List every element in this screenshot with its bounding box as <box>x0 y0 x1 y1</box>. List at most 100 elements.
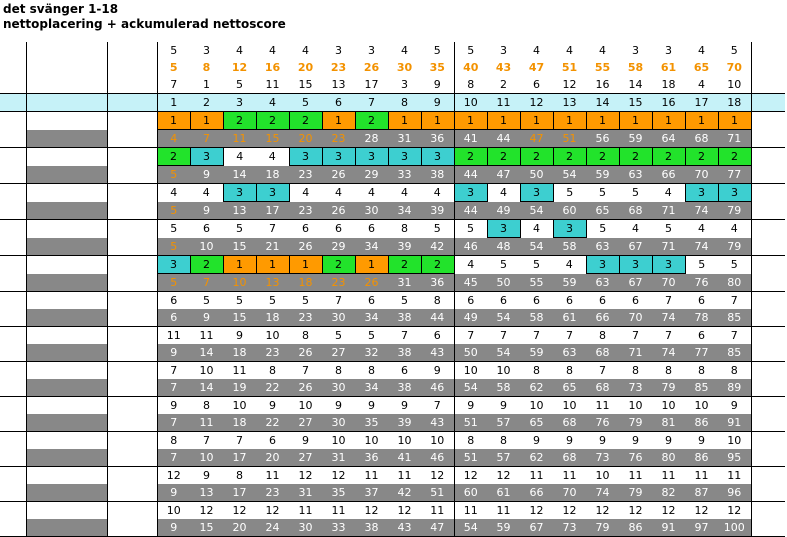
ackum-netto-cell: 13 <box>256 273 289 292</box>
ackum-netto-label <box>26 273 108 292</box>
player-slope <box>107 466 158 484</box>
par-value: 4 <box>599 44 606 57</box>
par-value: 3 <box>335 44 342 57</box>
ackum-netto-cell: 63 <box>553 344 586 362</box>
par-value: 4 <box>269 44 276 57</box>
placement-cell: 3 <box>288 147 323 166</box>
ackum-netto-cell: 42 <box>388 484 421 502</box>
ackum-netto-cell: 38 <box>421 165 454 184</box>
placement-cell: 12 <box>718 501 751 519</box>
par-value: 4 <box>236 44 243 57</box>
placement-cell: 5 <box>289 291 322 309</box>
placement-cell: 12 <box>586 501 619 519</box>
ackum-netto-cell: 19 <box>223 379 256 397</box>
placement-cell: 3 <box>156 255 191 274</box>
ackum-netto-cell: 54 <box>520 237 553 256</box>
placement-cell: 10 <box>619 396 652 414</box>
player-row: 8 7 7 6 9 10 10 10 10 8 8 9 9 9 9 9 9 10 <box>0 431 785 449</box>
placement-cell: 8 <box>388 219 421 238</box>
ackum-netto-cell: 30 <box>322 379 355 397</box>
placement-cell: 6 <box>553 291 586 309</box>
placement-cell: 10 <box>190 361 223 379</box>
placement-cell: 2 <box>387 255 422 274</box>
index-label <box>107 76 158 94</box>
placement-cell: 5 <box>520 255 553 274</box>
ackum-netto-cell: 28 <box>355 129 388 148</box>
ackum-netto-cell: 31 <box>388 273 421 292</box>
player-netto <box>750 396 785 414</box>
ackum-netto-cell: 5 <box>156 273 190 292</box>
ackum-netto-cell: 26 <box>355 273 388 292</box>
placement-cell: 2 <box>519 147 554 166</box>
ackum-netto-cell: 80 <box>718 273 751 292</box>
ackum-netto-cell: 70 <box>652 273 685 292</box>
player-netto <box>750 183 785 202</box>
ackum-netto-cell: 61 <box>487 484 520 502</box>
index-value: 8 <box>453 76 487 94</box>
ackum-netto-cell: 91 <box>718 414 751 432</box>
ackum-netto-cell: 71 <box>652 201 685 220</box>
ackum-netto-cell: 23 <box>289 201 322 220</box>
hole-header: 18 <box>718 93 751 112</box>
placement-cell: 9 <box>586 431 619 449</box>
placement-cell: 5 <box>190 291 223 309</box>
ackum-netto-cell: 65 <box>520 414 553 432</box>
placement-cell: 11 <box>421 501 454 519</box>
ackum-netto-cell: 15 <box>190 519 223 537</box>
placement-cell: 8 <box>586 326 619 344</box>
ackum-value: 35 <box>429 61 445 74</box>
ackum-value: 12 <box>231 61 248 74</box>
ackum-netto-cell: 7 <box>156 414 190 432</box>
ackum-value: 47 <box>528 61 545 74</box>
player-netto <box>750 219 785 238</box>
placement-cell: 11 <box>685 466 718 484</box>
placement-cell: 7 <box>553 326 586 344</box>
placement-cell: 3 <box>651 255 686 274</box>
placement-cell: 2 <box>222 111 257 130</box>
placement-cell: 10 <box>421 431 454 449</box>
placement-cell: 5 <box>619 183 652 202</box>
player-name <box>26 431 108 449</box>
player-slope <box>107 396 158 414</box>
placement-cell: 5 <box>652 219 685 238</box>
ackum-netto-row: 7 14 19 22 26 30 34 38 46 54 58 62 65 68 73 79 85 89 <box>0 379 785 397</box>
ackum-netto-cell: 30 <box>322 309 355 327</box>
placement-cell: 4 <box>322 183 355 202</box>
ackum-netto-cell: 35 <box>322 484 355 502</box>
hole-header: 14 <box>586 93 619 112</box>
placement-cell: 8 <box>553 361 586 379</box>
ackum-netto-cell: 22 <box>256 414 289 432</box>
ackum-netto-cell: 80 <box>652 449 685 467</box>
par-value: 4 <box>302 44 309 57</box>
placement-cell: 6 <box>685 326 718 344</box>
ackum-netto-cell: 85 <box>718 344 751 362</box>
ackum-netto-cell: 7 <box>190 129 223 148</box>
placement-cell: 11 <box>520 466 553 484</box>
ackum-value: 5 <box>156 59 190 76</box>
player-no <box>0 219 27 238</box>
placement-cell: 10 <box>652 396 685 414</box>
index-value: 9 <box>433 78 441 91</box>
player-slope <box>107 183 158 202</box>
index-value: 15 <box>298 78 313 91</box>
par-value: 4 <box>566 44 573 57</box>
netto-header <box>750 93 785 112</box>
par-value: 3 <box>665 44 672 57</box>
ackum-netto-cell: 64 <box>652 129 685 148</box>
ackum-netto-cell: 57 <box>487 449 520 467</box>
ackum-netto-cell: 13 <box>190 484 223 502</box>
ackum-netto-cell: 11 <box>223 129 256 148</box>
ackum-netto-cell: 18 <box>223 344 256 362</box>
ackum-netto-cell: 38 <box>388 379 421 397</box>
ackum-netto-cell: 7 <box>156 449 190 467</box>
par-value: 5 <box>453 42 487 59</box>
ackum-netto-cell: 18 <box>256 309 289 327</box>
placement-cell: 11 <box>355 466 388 484</box>
player-name <box>26 466 108 484</box>
par-label <box>107 42 158 59</box>
ackum-netto-label <box>26 165 108 184</box>
ackum-netto-cell: 38 <box>388 309 421 327</box>
ackum-netto-cell: 65 <box>553 379 586 397</box>
placement-cell: 9 <box>718 396 751 414</box>
ackum-netto-cell: 95 <box>718 449 751 467</box>
